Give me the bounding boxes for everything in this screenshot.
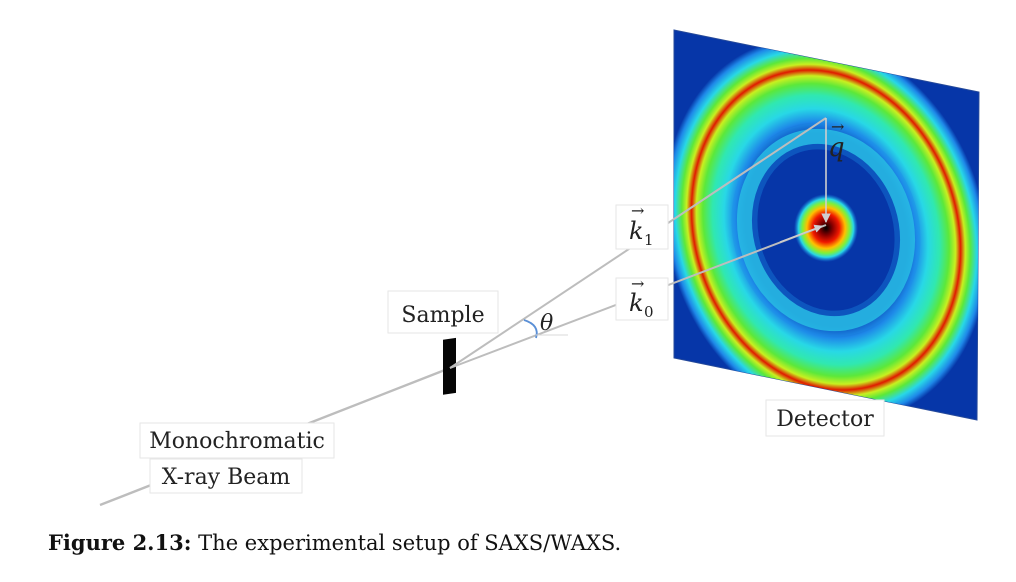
direct-beam-spot [794, 194, 858, 262]
sample-label: Sample [401, 303, 484, 328]
label-q: → q [828, 117, 845, 163]
figure-caption: Figure 2.13: The experimental setup of S… [48, 530, 621, 555]
q-label: q [828, 133, 845, 163]
k0-arrow-glyph: → [631, 274, 644, 293]
beam-label-line2: X-ray Beam [162, 465, 291, 490]
label-detector: Detector [765, 399, 885, 437]
q-arrow-glyph: → [831, 117, 844, 136]
sample [443, 337, 456, 395]
k0-subscript: 0 [644, 303, 654, 321]
detector [673, 29, 980, 421]
label-sample: Sample [387, 290, 499, 334]
caption-label: Figure 2.13: [48, 530, 192, 555]
theta-arc [523, 319, 538, 339]
label-beam: Monochromatic X-ray Beam [139, 422, 335, 494]
k0-arrow [779, 224, 823, 243]
k1-arrow-glyph: → [631, 201, 644, 220]
label-theta: θ [540, 311, 553, 336]
theta-label: θ [540, 311, 553, 336]
k1-label: k [629, 217, 644, 245]
label-k0: → k 0 [615, 274, 669, 321]
k1-subscript: 1 [644, 231, 654, 249]
detector-label: Detector [776, 407, 874, 432]
caption-text: The experimental setup of SAXS/WAXS. [198, 531, 622, 555]
label-k1: → k 1 [615, 201, 669, 250]
beam-label-line1: Monochromatic [149, 429, 325, 454]
k0-label: k [629, 289, 644, 317]
